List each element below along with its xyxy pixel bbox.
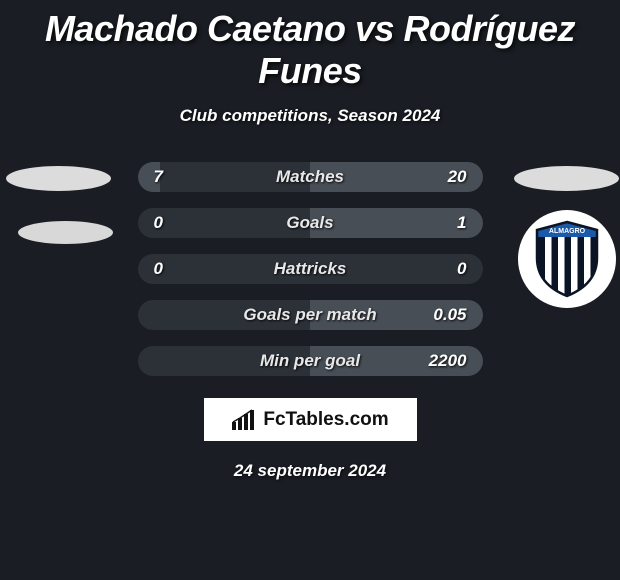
stat-rows: 7Matches200Goals10Hattricks0Goals per ma… [138, 162, 483, 376]
stat-value-left: 7 [154, 167, 214, 187]
page-title: Machado Caetano vs Rodríguez Funes [0, 8, 620, 92]
left-avatar-placeholder-1 [6, 166, 111, 191]
left-avatar-placeholder-2 [18, 221, 113, 244]
right-avatar-placeholder [514, 166, 619, 191]
stat-value-right: 20 [407, 167, 467, 187]
stat-row: 0Goals1 [138, 208, 483, 238]
chart-icon [231, 409, 257, 431]
stat-row: Min per goal2200 [138, 346, 483, 376]
stat-label: Goals [214, 213, 407, 233]
comparison-area: ALMAGRO 7Matches200Goals10Hattricks0Goal… [0, 162, 620, 481]
brand-name: FcTables.com [263, 409, 388, 431]
stat-value-right: 0.05 [407, 305, 467, 325]
stat-label: Goals per match [214, 305, 407, 325]
date-line: 24 september 2024 [10, 461, 610, 481]
stat-label: Min per goal [214, 351, 407, 371]
stat-label: Hattricks [214, 259, 407, 279]
stat-row: 0Hattricks0 [138, 254, 483, 284]
stat-row: Goals per match0.05 [138, 300, 483, 330]
stat-value-right: 2200 [407, 351, 467, 371]
brand-box[interactable]: FcTables.com [204, 398, 417, 441]
left-side-decor [6, 162, 106, 244]
stat-value-right: 0 [407, 259, 467, 279]
stat-value-right: 1 [407, 213, 467, 233]
shield-icon: ALMAGRO [533, 220, 601, 298]
subtitle: Club competitions, Season 2024 [0, 106, 620, 126]
stat-label: Matches [214, 167, 407, 187]
club-badge: ALMAGRO [518, 210, 616, 308]
stat-value-left: 0 [154, 213, 214, 233]
right-side-decor: ALMAGRO [514, 162, 614, 191]
svg-text:ALMAGRO: ALMAGRO [549, 228, 586, 235]
comparison-widget: Machado Caetano vs Rodríguez Funes Club … [0, 0, 620, 489]
stat-value-left: 0 [154, 259, 214, 279]
stat-row: 7Matches20 [138, 162, 483, 192]
